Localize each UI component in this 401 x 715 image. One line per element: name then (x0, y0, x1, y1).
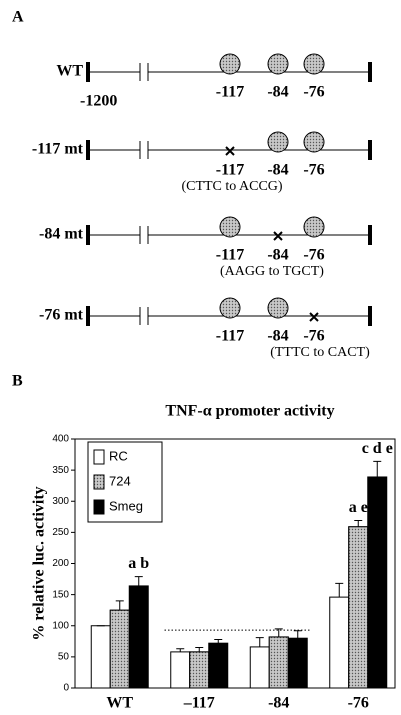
mutation-mark (225, 146, 235, 156)
y-tick-label: 200 (52, 558, 69, 569)
bar (208, 642, 229, 689)
bar-chart: B TNF-α promoter activity % relative luc. … (12, 373, 396, 712)
y-tick-label: 0 (63, 683, 69, 694)
bar (170, 651, 191, 689)
binding-site (267, 131, 289, 153)
construct-name: WT (56, 63, 83, 80)
legend-swatch (93, 499, 105, 515)
x-tick-label: WT (106, 695, 133, 712)
construct-name: -117 mt (32, 141, 84, 158)
y-tick-label: 50 (58, 652, 70, 663)
error-bar (255, 637, 264, 647)
y-tick-label: 100 (52, 620, 69, 631)
error-bar (214, 638, 223, 644)
error-bar (354, 520, 363, 527)
construct-name: -84 mt (39, 226, 84, 243)
y-tick-label: 250 (52, 527, 69, 538)
bar-texture (109, 609, 130, 689)
site-label: -117 (216, 247, 244, 264)
site-label: -84 (267, 84, 288, 101)
site-label: -76 (303, 162, 324, 179)
site-label: -76 (303, 328, 324, 345)
error-bar (335, 582, 344, 598)
bar (90, 625, 111, 689)
panel-label: B (12, 373, 23, 390)
site-label: -117 (216, 162, 244, 179)
significance-letters: c d e (362, 440, 393, 457)
bar-texture (268, 636, 289, 689)
site-label: -84 (267, 247, 288, 264)
binding-site (267, 297, 289, 319)
legend-label: Smeg (109, 498, 143, 513)
bar-texture (348, 526, 369, 689)
bar (329, 596, 350, 689)
bar (287, 637, 308, 689)
bar (249, 646, 270, 689)
site-label: -76 (303, 84, 324, 101)
error-bar (115, 600, 124, 611)
y-tick-label: 350 (52, 465, 69, 476)
site-label: -84 (267, 328, 288, 345)
x-tick-label: –117 (183, 695, 215, 712)
bar-texture (189, 651, 210, 689)
y-tick-label: 400 (52, 434, 69, 445)
error-bar (176, 648, 185, 652)
mutation-mark (273, 231, 283, 241)
start-label: -1200 (80, 93, 117, 110)
legend-swatch (93, 449, 105, 465)
site-label: -84 (267, 162, 288, 179)
binding-site (267, 53, 289, 75)
chart-title: TNF-α promoter activity (165, 403, 334, 420)
y-axis-label: % relative luc. activity (31, 486, 48, 640)
x-tick-label: -76 (348, 695, 369, 712)
site-label: -117 (216, 84, 244, 101)
error-bar (134, 576, 143, 586)
y-tick-label: 150 (52, 589, 69, 600)
error-bar (274, 628, 283, 637)
significance-letters: a b (128, 555, 149, 572)
legend-label: RC (109, 448, 128, 463)
y-tick-label: 300 (52, 496, 69, 507)
binding-site (303, 53, 325, 75)
mutation-note: (AAGG to TGCT) (220, 264, 324, 279)
construct-diagram: WT -1200 -117 -84 -76 -117 mt -117 -84 -76 (CTTC … (32, 53, 372, 360)
panel-label: A (12, 9, 24, 26)
mutation-mark (309, 312, 319, 322)
binding-site (219, 297, 241, 319)
construct-name: -76 mt (39, 307, 84, 324)
site-label: -117 (216, 328, 244, 345)
error-bar (373, 460, 382, 477)
binding-site (219, 53, 241, 75)
mutation-note: (TTTC to CACT) (270, 345, 370, 360)
mutation-note: (CTTC to ACCG) (181, 179, 282, 194)
site-label: -76 (303, 247, 324, 264)
binding-site (219, 216, 241, 238)
x-tick-label: -84 (268, 695, 289, 712)
bar (367, 476, 388, 689)
error-bar (293, 630, 302, 639)
binding-site (303, 131, 325, 153)
legend-label: 724 (109, 473, 131, 488)
bar (128, 585, 149, 689)
legend-texture (93, 474, 105, 490)
error-bar (195, 647, 204, 652)
binding-site (303, 216, 325, 238)
significance-letters: a e (349, 499, 368, 516)
